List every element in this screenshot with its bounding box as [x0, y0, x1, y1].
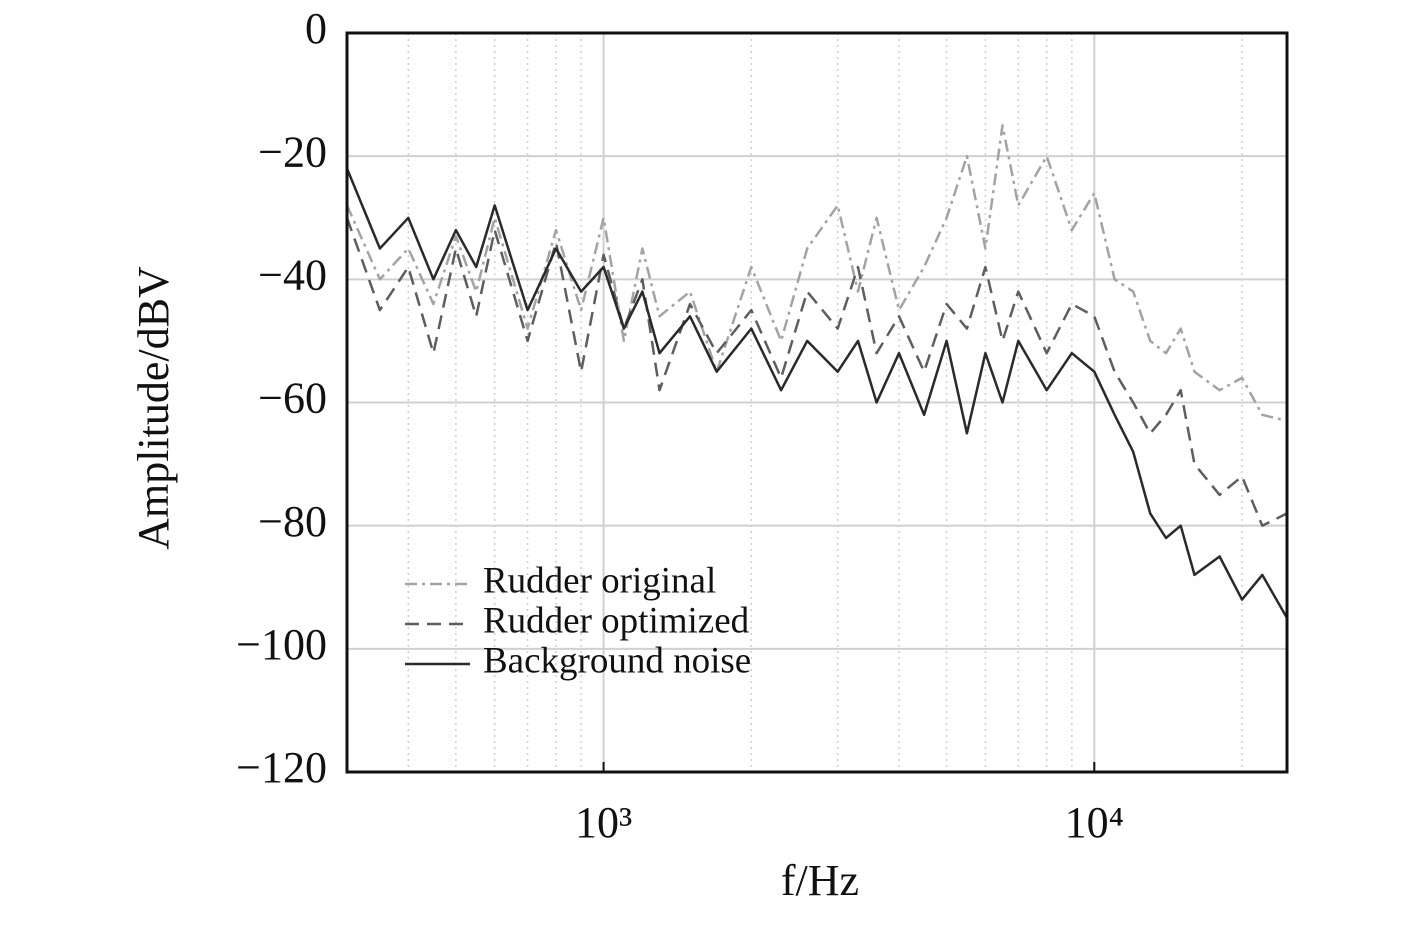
x-axis-label: f/Hz: [781, 856, 859, 905]
legend-label: Rudder optimized: [483, 600, 750, 641]
y-tick-label: −120: [236, 743, 327, 792]
plot-frame: [345, 31, 1289, 774]
y-tick-label: 0: [305, 4, 327, 53]
series-line: [345, 217, 1288, 527]
y-tick-label: −60: [258, 374, 327, 423]
y-axis-label: Amplitude/dBV: [129, 266, 178, 550]
series-line: [345, 124, 1288, 423]
legend-label: Background noise: [483, 640, 751, 681]
y-tick-label: −80: [258, 497, 327, 546]
legend-label: Rudder original: [483, 560, 716, 601]
y-tick-label: −100: [236, 620, 327, 669]
x-tick-label: 10³: [575, 798, 632, 847]
series-line: [345, 168, 1289, 619]
y-tick-label: −20: [258, 127, 327, 176]
x-tick-label: 10⁴: [1065, 798, 1124, 847]
y-tick-label: −40: [258, 250, 327, 299]
